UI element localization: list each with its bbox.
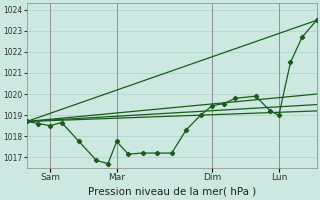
X-axis label: Pression niveau de la mer( hPa ): Pression niveau de la mer( hPa ) (88, 187, 256, 197)
